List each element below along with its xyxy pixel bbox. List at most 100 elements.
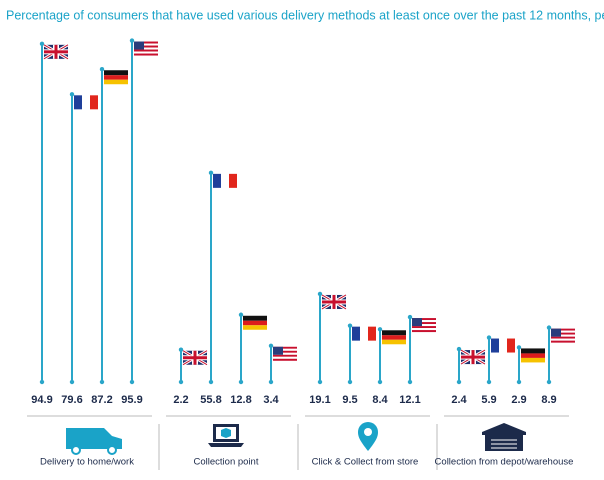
value-label: 3.4: [263, 394, 279, 406]
flag: [243, 315, 267, 330]
pole-base: [238, 379, 244, 385]
flag-part: [229, 173, 237, 188]
flagpole: [486, 335, 515, 385]
van-icon: [66, 428, 122, 455]
value-label: 2.9: [511, 394, 526, 406]
flag-part: [461, 355, 485, 359]
flagpole: [407, 314, 436, 385]
flag: [273, 346, 297, 361]
flagpole: [268, 343, 297, 385]
flagpole: [129, 38, 158, 385]
pole-top: [69, 92, 75, 97]
pole-top: [99, 67, 105, 72]
flag: [134, 41, 158, 56]
flag-part: [382, 330, 406, 336]
flagpole: [208, 170, 237, 385]
flag-part: [134, 51, 158, 54]
flag-part: [134, 49, 158, 52]
pole-base: [486, 379, 492, 385]
flag-part: [551, 330, 575, 333]
pole-base: [208, 379, 214, 385]
pole-base: [516, 379, 522, 385]
pole-base: [178, 379, 184, 385]
flagpole: [99, 67, 128, 385]
flag-part: [273, 358, 297, 361]
value-label: 8.9: [541, 394, 556, 406]
flag-part: [412, 322, 436, 325]
flag: [460, 348, 486, 366]
pole-base: [129, 379, 135, 385]
flagpole: [69, 92, 98, 385]
flag-part: [382, 335, 406, 340]
flag-part: [273, 354, 297, 357]
pole-base: [377, 379, 383, 385]
flag: [352, 326, 376, 341]
warehouse-icon: [482, 423, 526, 451]
flag-part: [521, 357, 545, 363]
flag-part: [243, 320, 267, 326]
flag-part: [322, 300, 346, 304]
value-label: 87.2: [91, 394, 112, 406]
flag-part: [273, 348, 297, 351]
flagpole: [546, 325, 575, 385]
flag-part: [213, 173, 221, 188]
flag-part: [382, 339, 406, 345]
flag: [412, 318, 436, 333]
chart-title: Percentage of consumers that have used v…: [6, 8, 604, 22]
pole-base: [317, 379, 323, 385]
flag-part: [273, 346, 283, 355]
flag: [74, 95, 98, 110]
flag-part: [412, 324, 436, 327]
value-label: 12.8: [230, 394, 251, 406]
pin-icon: [358, 422, 378, 451]
value-label: 2.4: [451, 394, 467, 406]
flag-part: [521, 353, 545, 358]
flag-part: [360, 326, 368, 341]
flag-part: [134, 43, 158, 46]
separators: [27, 415, 569, 470]
flag-part: [183, 356, 207, 360]
flagpole: [39, 41, 69, 385]
value-label: 5.9: [481, 394, 496, 406]
pole-top: [238, 312, 244, 317]
pole-top: [456, 346, 462, 352]
flag-part: [134, 47, 158, 50]
flag-part: [74, 95, 82, 110]
pole-top: [129, 38, 135, 43]
flag-part: [104, 70, 128, 76]
pole-top: [39, 41, 45, 47]
flag: [321, 293, 347, 311]
flag-part: [273, 350, 297, 353]
flag-part: [243, 325, 267, 330]
pole-base: [347, 379, 353, 385]
flag-part: [551, 328, 575, 331]
laptop-icon: [208, 424, 244, 447]
flag: [382, 330, 406, 345]
flag-part: [507, 338, 515, 353]
pole-top: [208, 170, 214, 176]
category-label: Collection from depot/warehouse: [435, 457, 574, 468]
value-label: 95.9: [121, 394, 142, 406]
pole-base: [69, 379, 75, 385]
flag: [213, 173, 237, 188]
value-label: 2.2: [173, 394, 188, 406]
flag-part: [368, 326, 376, 341]
flag-part: [243, 315, 267, 321]
flagpole: [377, 327, 406, 385]
flagpole: [347, 323, 376, 385]
category-label: Collection point: [194, 457, 259, 468]
flag-part: [134, 45, 158, 48]
pole-top: [546, 325, 552, 330]
flag-part: [352, 326, 360, 341]
value-label: 9.5: [342, 394, 357, 406]
pole-top: [317, 291, 323, 297]
flag-part: [273, 352, 297, 355]
flag-part: [551, 338, 575, 341]
pole-top: [347, 323, 353, 328]
flag-part: [551, 340, 575, 343]
value-label: 94.9: [31, 394, 52, 406]
flag-part: [104, 79, 128, 85]
flag-part: [44, 50, 68, 54]
value-label: 19.1: [309, 394, 330, 406]
